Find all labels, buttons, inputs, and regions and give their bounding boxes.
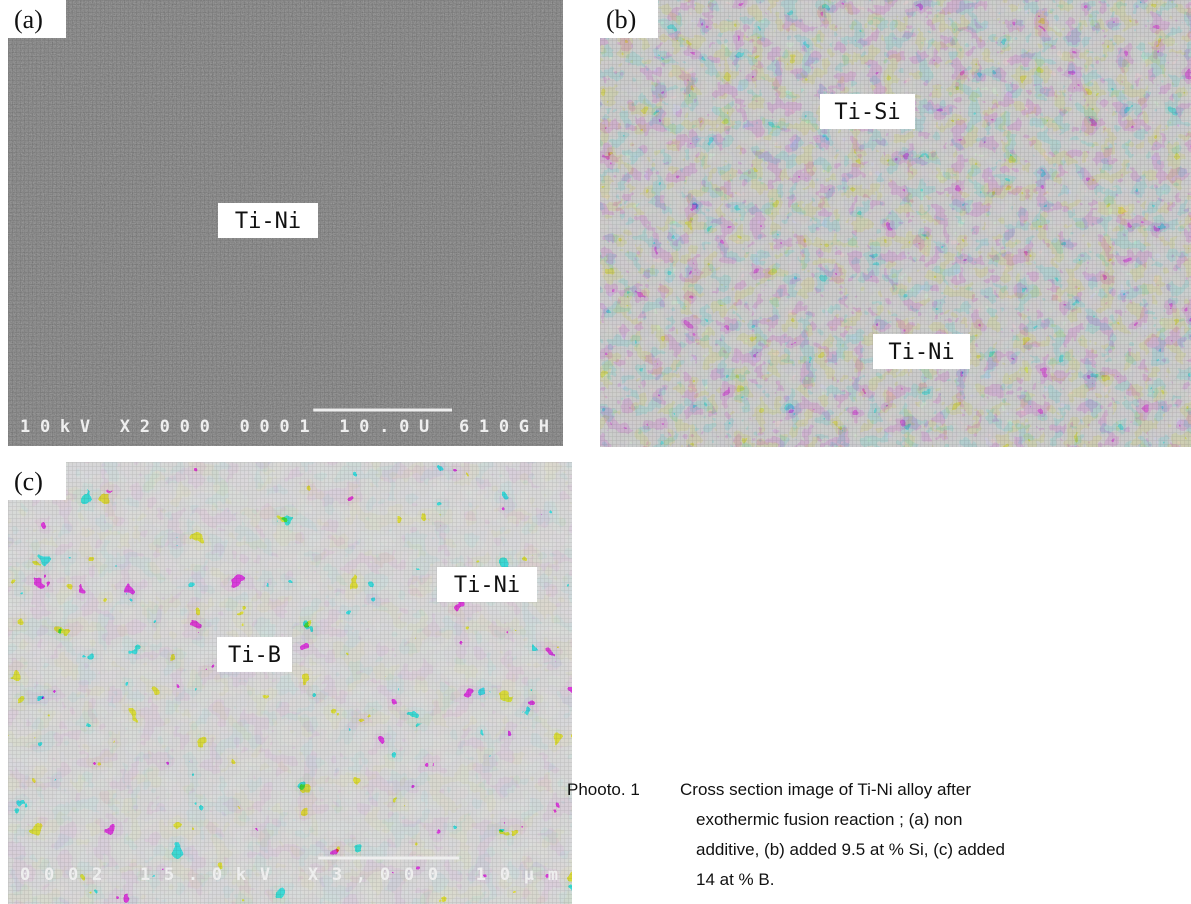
phase-label: Ti-B — [228, 643, 281, 668]
panel-id: (b) — [606, 5, 636, 34]
scan-lines — [600, 0, 1191, 447]
panel-id: (c) — [14, 467, 43, 496]
phase-label: Ti-Si — [834, 100, 900, 125]
caption-line: 14 at % B. — [696, 870, 774, 890]
scan-lines — [8, 462, 572, 904]
phase-label: Ti-Ni — [454, 573, 520, 598]
page: (a)Ti-Ni10kV X2000 0001 10.0U 610GH(b)Ti… — [0, 0, 1191, 904]
caption-line: Cross section image of Ti-Ni alloy after — [680, 780, 971, 800]
caption-line: additive, (b) added 9.5 at % Si, (c) add… — [696, 840, 1005, 860]
panel-id: (a) — [14, 5, 43, 34]
micrograph: (b) Ti-Si Ti-Ni — [600, 0, 1191, 447]
micrograph: (c) Ti-Ni Ti-B 0002 15.0kV X3,000 10μm — [8, 462, 572, 904]
phase-label: Ti-Ni — [888, 340, 954, 365]
caption-label: Phooto. 1 — [567, 780, 640, 800]
micrograph-info: 0002 15.0kV X3,000 10μm — [20, 865, 560, 885]
caption-line: exothermic fusion reaction ; (a) non — [696, 810, 962, 830]
phase-label: Ti-Ni — [235, 209, 301, 234]
